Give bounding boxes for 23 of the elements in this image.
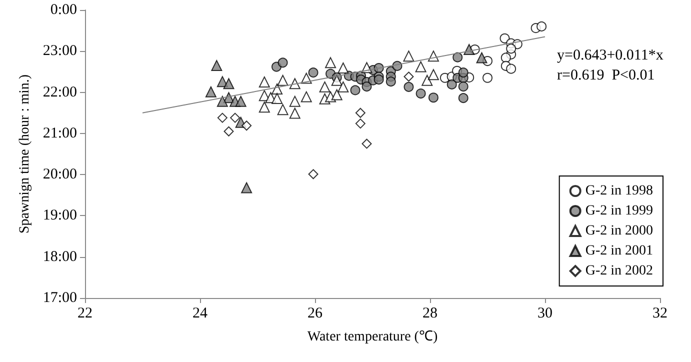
annotation: y=0.643+0.011*x (557, 48, 664, 64)
y-tick-label: 22:00 (42, 84, 77, 100)
y-tick-label: 0:00 (50, 2, 77, 18)
y-tick-label: 21:00 (42, 125, 77, 142)
y-tick-label: 19:00 (42, 208, 77, 224)
y-tick-label: 20:00 (42, 166, 77, 183)
y-axis-title: Spawnign time (hour : min.) (17, 74, 32, 234)
x-tick-label: 28 (422, 306, 438, 322)
x-tick-label: 32 (652, 306, 668, 322)
legend-label: G-2 in 2001 (585, 244, 654, 258)
x-tick-label: 26 (308, 306, 323, 322)
y-tick-label: 18:00 (42, 248, 77, 265)
y-tick-label: 17:00 (42, 290, 77, 306)
legend-label: G-2 in 1999 (585, 204, 654, 218)
x-tick-label: 30 (538, 306, 552, 322)
legend-label: G-2 in 2000 (585, 224, 654, 238)
x-tick-label: 22 (78, 306, 92, 322)
legend-label: G-2 in 2002 (585, 264, 654, 278)
y-tick-label: 23:00 (42, 43, 77, 60)
annotation: r=0.619 P<0.01 (557, 68, 655, 84)
x-tick-label: 24 (192, 306, 208, 322)
legend-label: G-2 in 1998 (585, 184, 654, 198)
x-axis-title: Water temperature (℃) (307, 330, 438, 344)
